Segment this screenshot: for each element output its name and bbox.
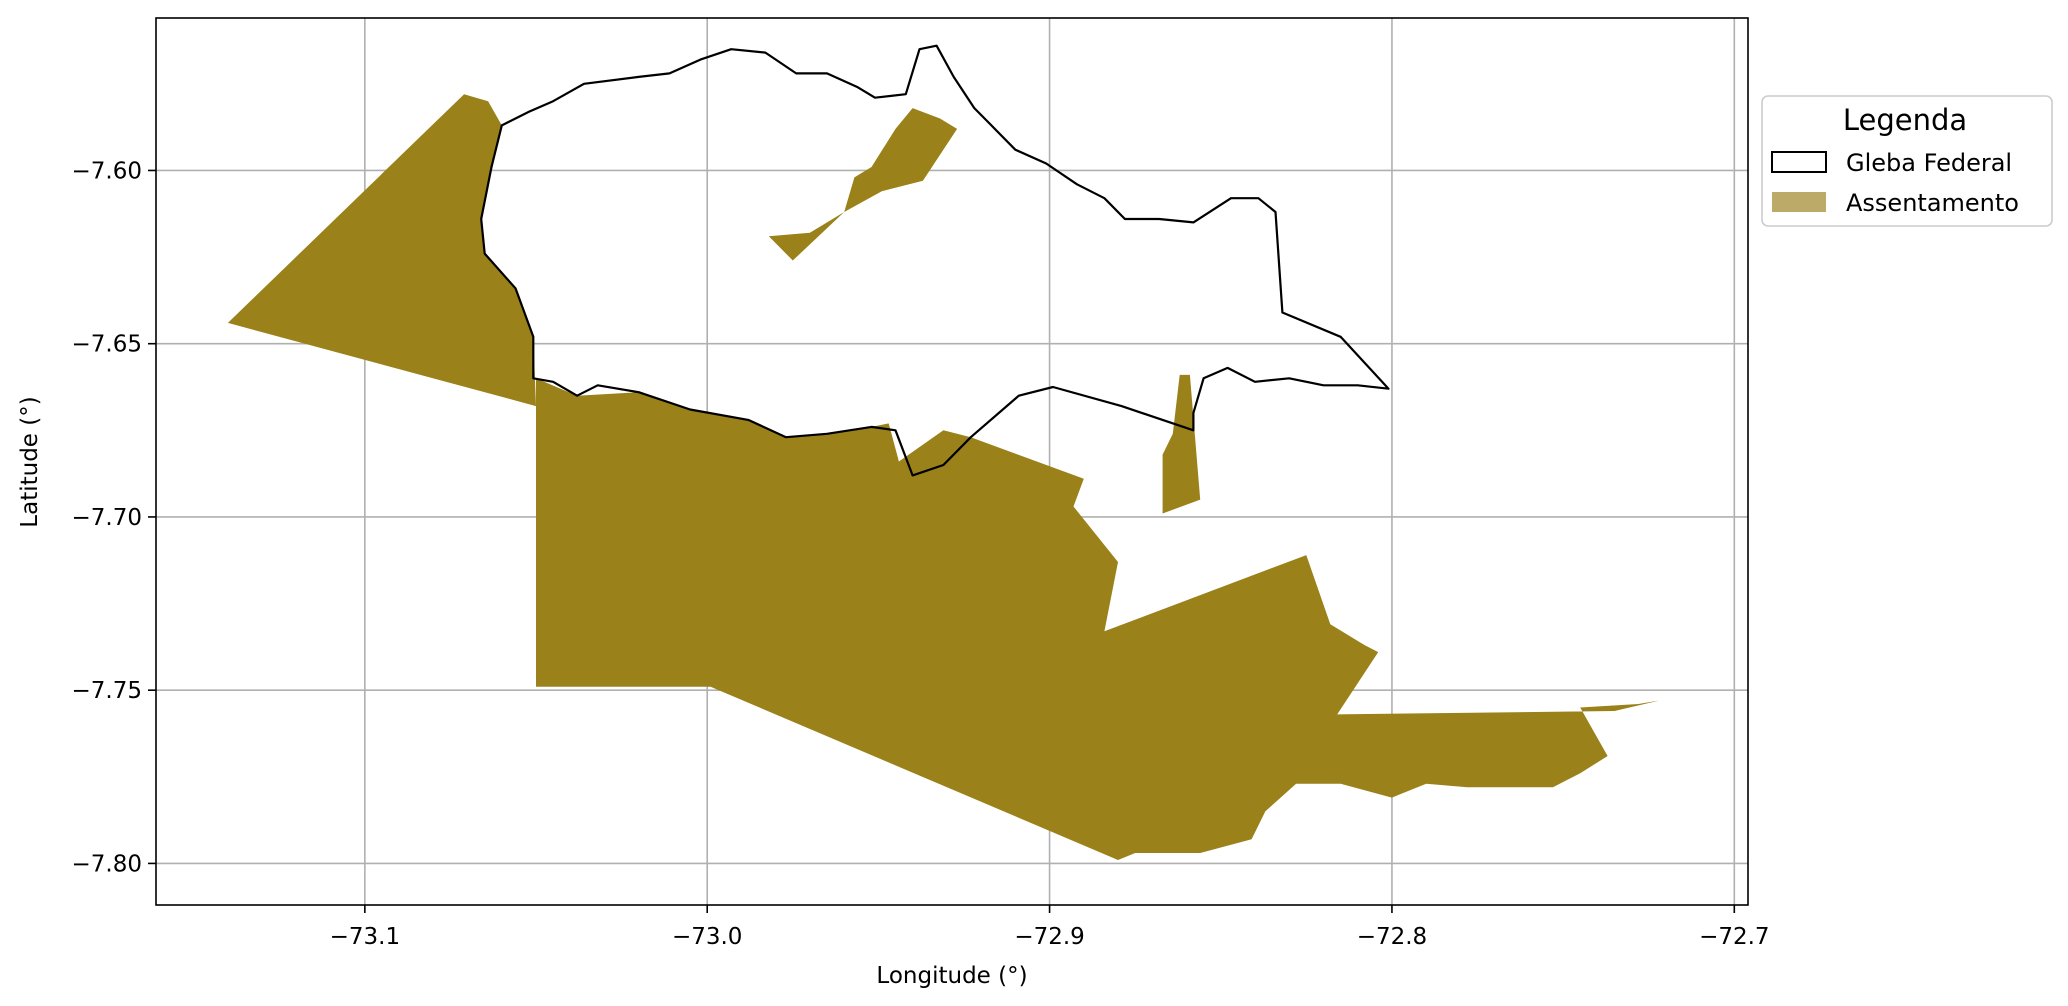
y-tick-label: −7.80	[72, 851, 142, 877]
assentamento-polygon	[536, 378, 1659, 860]
x-tick-label: −72.7	[1699, 924, 1769, 950]
assentamento-polygon	[227, 94, 536, 407]
legend-label-gleba-federal: Gleba Federal	[1846, 149, 2012, 177]
plot-area: −73.1 −73.0 −72.9 −72.8 −72.7 −7.60 −7.65 −7.70…	[72, 17, 1770, 950]
legend-title: Legenda	[1843, 103, 1967, 137]
x-tick-label: −73.1	[330, 924, 400, 950]
x-tick-label: −72.9	[1014, 924, 1084, 950]
y-tick-label: −7.60	[72, 158, 142, 184]
legend: Legenda Gleba Federal Assentamento	[1761, 95, 2053, 227]
x-tick-label: −72.8	[1357, 924, 1427, 950]
x-axis-label: Longitude (°)	[876, 963, 1027, 989]
y-tick-label: −7.75	[72, 678, 142, 704]
assentamento-polygon	[768, 108, 958, 261]
map-layers	[227, 44, 1659, 860]
y-tick-label: −7.65	[72, 332, 142, 358]
x-tick-label: −73.0	[672, 924, 742, 950]
y-tick-label: −7.70	[72, 505, 142, 531]
assentamento-polygon	[1162, 374, 1201, 514]
legend-label-assentamento: Assentamento	[1846, 189, 2019, 217]
gleba-federal-polygon	[480, 44, 1390, 477]
legend-box	[1761, 95, 2053, 227]
axis-ticks: −73.1 −73.0 −72.9 −72.8 −72.7 −7.60 −7.65 −7.70…	[72, 158, 1770, 950]
legend-swatch-assentamento	[1772, 192, 1826, 212]
plot-frame	[155, 17, 1749, 906]
y-axis-label: Latitude (°)	[17, 396, 43, 527]
legend-swatch-gleba-federal	[1771, 151, 1827, 173]
